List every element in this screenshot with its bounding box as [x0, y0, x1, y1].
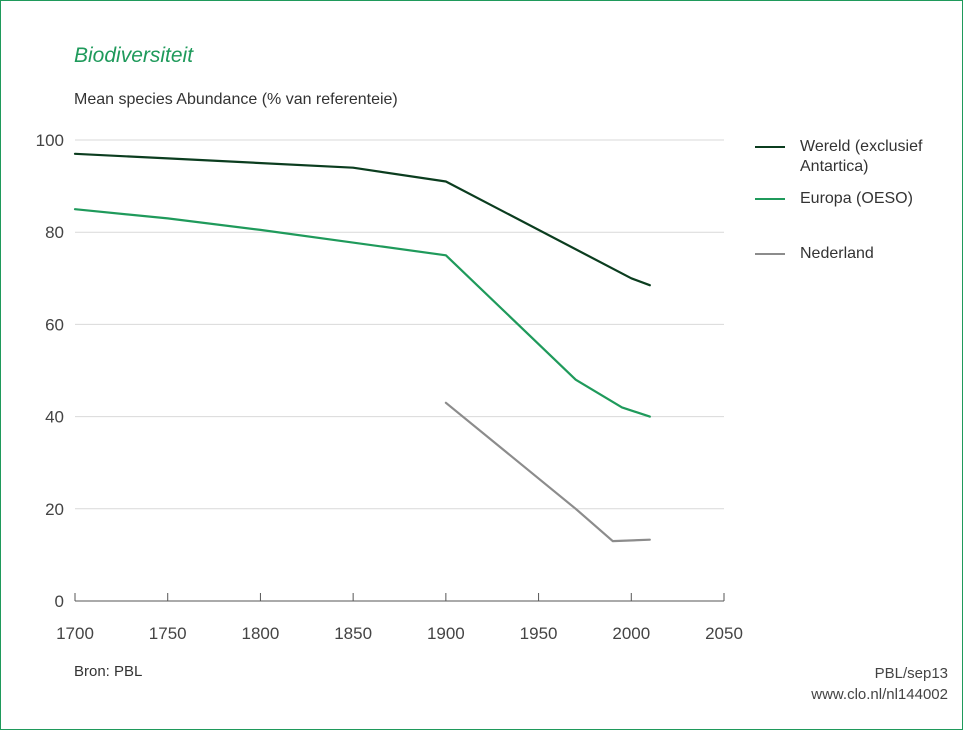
y-tick-label-80: 80 [45, 223, 64, 242]
x-tick-label-2000: 2000 [612, 624, 650, 643]
axes [74, 593, 725, 602]
y-tick-label-20: 20 [45, 500, 64, 519]
series-line-wereld [73, 152, 651, 287]
x-tick-label-1850: 1850 [334, 624, 372, 643]
legend-swatch-wereld [755, 146, 785, 148]
tick-labels: 0 20 40 60 80 100 1700 1750 1800 1850 1900 1950 2000… [36, 131, 743, 643]
y-tick-label-40: 40 [45, 408, 64, 427]
grid-lines [75, 139, 724, 510]
legend-label-wereld: Wereld (exclusief Antartica) [800, 138, 923, 175]
series-line-europa [73, 208, 651, 418]
legend-label-europa: Europa (OESO) [800, 190, 913, 207]
y-tick-label-100: 100 [36, 131, 64, 150]
legend-label-nederland: Nederland [800, 245, 874, 262]
series-lines [73, 152, 651, 543]
figure-reference: PBL/sep13 www.clo.nl/nl144002 [811, 663, 948, 705]
y-tick-label-0: 0 [55, 592, 64, 611]
legend-swatch-europa [755, 198, 785, 200]
x-tick-label-1800: 1800 [242, 624, 280, 643]
legend-swatch-nederland [755, 253, 785, 255]
x-tick-label-1700: 1700 [56, 624, 94, 643]
x-tick-label-1750: 1750 [149, 624, 187, 643]
x-tick-label-2050: 2050 [705, 624, 743, 643]
y-axis-label: Mean species Abundance (% van referentei… [74, 91, 398, 108]
figure-url: www.clo.nl/nl144002 [811, 686, 948, 703]
y-tick-label-60: 60 [45, 315, 64, 334]
x-tick-label-1900: 1900 [427, 624, 465, 643]
source-note: Bron: PBL [74, 663, 143, 680]
x-tick-label-1950: 1950 [520, 624, 558, 643]
chart-title: Biodiversiteit [74, 44, 194, 67]
figure-code: PBL/sep13 [874, 665, 948, 682]
series-line-nederland [444, 401, 651, 543]
